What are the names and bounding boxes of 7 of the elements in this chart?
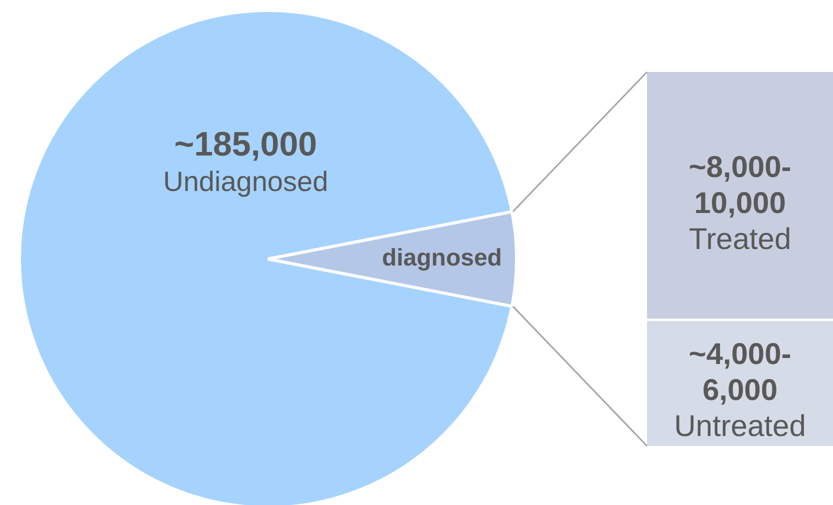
slice-label: Undiagnosed [163,166,328,197]
slice-label: diagnosed [382,244,502,272]
series-label: Untreated [674,410,806,443]
data-label: ~185,000 [174,125,318,164]
data-label: ~4,000-6,000 [688,338,792,407]
data-label: ~8,000-10,000 [688,150,792,220]
series-label: Treated [688,222,792,256]
